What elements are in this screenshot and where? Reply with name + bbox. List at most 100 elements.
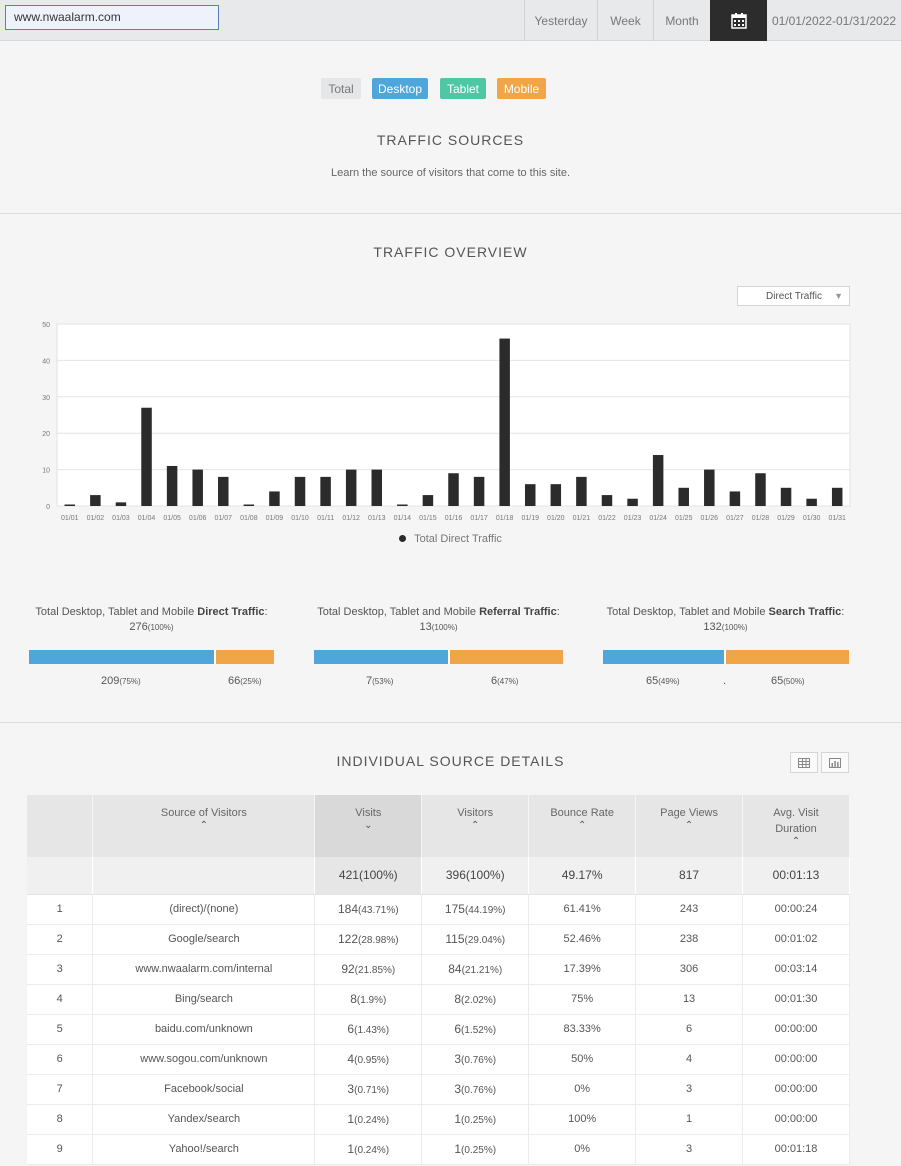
bar — [755, 473, 766, 506]
value: 184 — [337, 902, 358, 916]
range-month-button[interactable]: Month — [653, 0, 710, 41]
row-index: 7 — [27, 1074, 94, 1105]
range-yesterday-button[interactable]: Yesterday — [524, 0, 597, 41]
value-pct: (47%) — [497, 677, 519, 686]
row-source[interactable]: www.sogou.com/unknown — [92, 1044, 316, 1075]
table-row[interactable]: 2 Google/search 122(28.98%) 115(29.04%) 52.4… — [27, 924, 850, 955]
site-selector-input[interactable]: www.nwaalarm.com — [5, 5, 219, 30]
bar — [243, 504, 255, 506]
chart-view-button[interactable] — [821, 752, 849, 773]
value: 6 — [491, 675, 498, 687]
row-visits: 3(0.71%) — [314, 1074, 423, 1105]
sort-up-icon[interactable]: ⌃ — [684, 820, 694, 831]
x-tick-label: 01/22 — [598, 515, 616, 522]
row-source[interactable]: www.nwaalarm.com/internal — [92, 954, 316, 985]
row-visits: 8(1.9%) — [314, 984, 423, 1015]
chevron-down-icon: ▼ — [834, 291, 843, 301]
summary-referral: Total Desktop, Tablet and Mobile Referra… — [314, 606, 563, 633]
row-index: 2 — [27, 924, 94, 955]
value-pct: (0.24%) — [354, 1145, 390, 1156]
header-visits[interactable]: Visits ⌄ — [314, 795, 423, 857]
table-row[interactable]: 5 baidu.com/unknown 6(1.43%) 6(1.52%) 83.33%… — [27, 1014, 850, 1045]
row-source[interactable]: Bing/search — [92, 984, 316, 1015]
value: 3 — [454, 1052, 462, 1066]
row-index: 6 — [27, 1044, 94, 1075]
row-source[interactable]: (direct)/(none) — [92, 894, 316, 925]
row-bounce: 50% — [528, 1044, 637, 1075]
row-duration: 00:01:30 — [742, 984, 850, 1015]
header-visitors[interactable]: Visitors ⌃ — [421, 795, 530, 857]
table-row[interactable]: 4 Bing/search 8(1.9%) 8(2.02%) 75% 13 00:01:30 — [27, 984, 850, 1015]
row-views: 3 — [635, 1074, 744, 1105]
x-tick-label: 01/23 — [624, 515, 642, 522]
totals-duration: 00:01:13 — [742, 857, 850, 895]
row-index: 4 — [27, 984, 94, 1015]
range-week-button[interactable]: Week — [597, 0, 653, 41]
row-views: 3 — [635, 1134, 744, 1165]
value: 175 — [444, 902, 465, 916]
summary-type: Search Traffic — [768, 606, 842, 618]
sort-up-icon[interactable]: ⌃ — [577, 820, 587, 831]
row-views: 243 — [635, 894, 744, 925]
device-desktop-toggle[interactable]: Desktop — [372, 78, 428, 99]
table-row[interactable]: 7 Facebook/social 3(0.71%) 3(0.76%) 0% 3 00:00… — [27, 1074, 850, 1105]
bar — [678, 487, 689, 506]
date-range-label[interactable]: 01/01/2022-01/31/2022 — [771, 13, 897, 28]
row-visitors: 6(1.52%) — [421, 1014, 530, 1045]
table-row[interactable]: 1 (direct)/(none) 184(43.71%) 175(44.19%) 61… — [27, 894, 850, 925]
bar — [473, 476, 485, 506]
totals-source — [92, 857, 316, 895]
sort-up-icon[interactable]: ⌃ — [471, 820, 480, 831]
share-separator — [214, 650, 216, 664]
bar — [729, 491, 741, 506]
row-source[interactable]: Google/search — [92, 924, 316, 955]
sort-up-icon[interactable]: ⌃ — [791, 836, 801, 847]
bar — [550, 484, 562, 506]
value-pct: (21.21%) — [461, 965, 503, 976]
x-tick-label: 01/04 — [138, 515, 156, 522]
row-bounce: 52.46% — [528, 924, 637, 955]
table-row[interactable]: 8 Yandex/search 1(0.24%) 1(0.25%) 100% 1 00:00… — [27, 1104, 850, 1135]
summary-prefix: Total Desktop, Tablet and Mobile — [606, 606, 769, 618]
table-row[interactable]: 3 www.nwaalarm.com/internal 92(21.85%) 84(2… — [27, 954, 850, 985]
header-page-views[interactable]: Page Views ⌃ — [635, 795, 744, 857]
sort-down-icon[interactable]: ⌄ — [364, 820, 373, 831]
row-source[interactable]: baidu.com/unknown — [92, 1014, 316, 1045]
traffic-bar-chart: 0 10 20 30 40 50 01/01 01/02 01/03 01/04 01/05 01/0… — [42, 322, 851, 522]
header-index — [27, 795, 94, 857]
header-label: Bounce Rate — [550, 807, 614, 819]
x-tick-label: 01/30 — [803, 515, 821, 522]
x-tick-label: 01/31 — [828, 515, 846, 522]
table-row[interactable]: 9 Yahoo!/search 1(0.24%) 1(0.25%) 0% 3 00:01:1… — [27, 1134, 850, 1165]
device-tablet-toggle[interactable]: Tablet — [440, 78, 486, 99]
legend-label: Total Direct Traffic — [414, 533, 502, 545]
totals-visitors: 396(100%) — [421, 857, 530, 895]
table-row[interactable]: 6 www.sogou.com/unknown 4(0.95%) 3(0.76%) 50… — [27, 1044, 850, 1075]
table-view-button[interactable] — [790, 752, 818, 773]
x-tick-label: 01/13 — [368, 515, 386, 522]
traffic-type-select[interactable]: Direct Traffic ▼ — [737, 286, 850, 306]
traffic-sources-subtitle: Learn the source of visitors that come t… — [330, 167, 571, 179]
row-views: 1 — [635, 1104, 744, 1135]
row-duration: 00:03:14 — [742, 954, 850, 985]
x-tick-label: 01/21 — [573, 515, 591, 522]
calendar-button[interactable] — [710, 0, 767, 41]
row-source[interactable]: Yahoo!/search — [92, 1134, 316, 1165]
sort-up-icon[interactable]: ⌃ — [199, 820, 209, 831]
x-tick-label: 01/03 — [112, 515, 130, 522]
x-tick-label: 01/18 — [496, 515, 514, 522]
row-visitors: 1(0.25%) — [421, 1134, 530, 1165]
bar — [806, 498, 817, 506]
header-source[interactable]: Source of Visitors ⌃ — [92, 795, 316, 857]
device-mobile-toggle[interactable]: Mobile — [497, 78, 546, 99]
x-tick-label: 01/01 — [61, 515, 79, 522]
device-total-toggle[interactable]: Total — [321, 78, 361, 99]
row-source[interactable]: Yandex/search — [92, 1104, 316, 1135]
row-source[interactable]: Facebook/social — [92, 1074, 316, 1105]
direct-share-bar — [29, 650, 274, 664]
header-avg-duration[interactable]: Avg. Visit Duration ⌃ — [742, 795, 850, 857]
direct-mobile-value: 66(25%) — [228, 675, 262, 687]
header-bounce-rate[interactable]: Bounce Rate ⌃ — [528, 795, 637, 857]
value: 1 — [454, 1142, 462, 1156]
value-pct: (0.24%) — [354, 1115, 390, 1126]
